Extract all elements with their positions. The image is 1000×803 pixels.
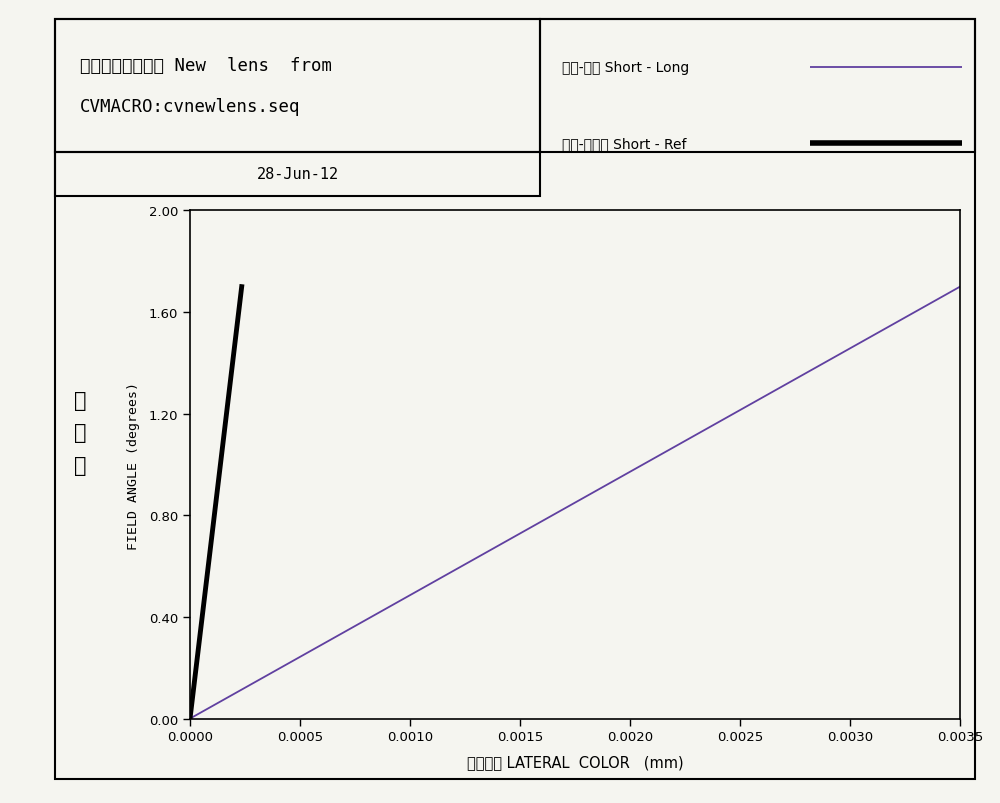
Text: 短波-长波 Short - Long: 短波-长波 Short - Long (562, 61, 689, 75)
X-axis label: 横轴色差 LATERAL  COLOR   (mm): 横轴色差 LATERAL COLOR (mm) (467, 755, 683, 769)
Y-axis label: FIELD ANGLE (degrees): FIELD ANGLE (degrees) (127, 381, 140, 548)
Text: 短波-参考波 Short - Ref: 短波-参考波 Short - Ref (562, 137, 686, 151)
Text: 28-Jun-12: 28-Jun-12 (256, 167, 339, 182)
Text: CVMACRO:cvnewlens.seq: CVMACRO:cvnewlens.seq (80, 97, 300, 116)
Text: 星敏感器光学系统 New  lens  from: 星敏感器光学系统 New lens from (80, 57, 332, 75)
Text: 视
场
角: 视 场 角 (74, 390, 86, 475)
